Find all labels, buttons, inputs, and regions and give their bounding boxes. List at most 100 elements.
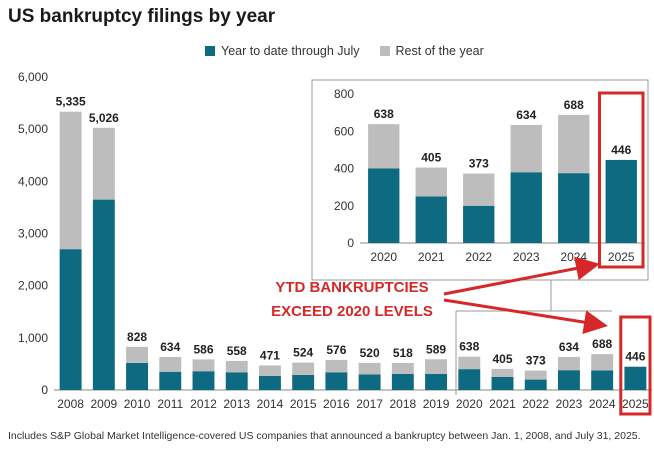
main-data-label-2008: 5,335 bbox=[56, 95, 86, 109]
main-bar-ytd-2012 bbox=[192, 371, 215, 390]
main-bar-rest-2022 bbox=[524, 370, 547, 380]
main-bar-ytd-2025 bbox=[624, 366, 647, 390]
inset-y-tick-label: 600 bbox=[334, 124, 354, 138]
inset-bar-ytd-2023 bbox=[510, 172, 542, 243]
main-data-label-2025: 446 bbox=[625, 350, 645, 364]
main-bar-ytd-2023 bbox=[557, 370, 580, 390]
main-x-tick-label-2022: 2022 bbox=[522, 397, 549, 411]
main-data-label-2021: 405 bbox=[492, 352, 512, 366]
inset-bar-rest-2023 bbox=[510, 124, 542, 173]
main-x-tick-label-2019: 2019 bbox=[423, 397, 450, 411]
main-x-tick-label-2024: 2024 bbox=[589, 397, 616, 411]
main-bar-rest-2024 bbox=[591, 354, 614, 371]
main-data-label-2020: 638 bbox=[459, 340, 479, 354]
main-bar-rest-2020 bbox=[458, 356, 481, 370]
main-x-tick-label-2017: 2017 bbox=[356, 397, 383, 411]
main-x-tick-label-2021: 2021 bbox=[489, 397, 516, 411]
inset-bar-ytd-2021 bbox=[415, 196, 447, 243]
main-bar-ytd-2022 bbox=[524, 379, 547, 390]
main-highlight-box-2025 bbox=[619, 315, 652, 416]
main-bar-ytd-2013 bbox=[225, 372, 248, 390]
main-y-tick-label: 3,000 bbox=[18, 227, 48, 241]
arrow-to-inset bbox=[443, 256, 600, 296]
legend-label-rest: Rest of the year bbox=[395, 44, 484, 58]
inset-bar-ytd-2020 bbox=[368, 168, 400, 243]
main-bar-rest-2011 bbox=[159, 356, 182, 372]
main-bar-rest-2016 bbox=[325, 359, 348, 373]
main-bar-ytd-2015 bbox=[292, 374, 315, 390]
inset-x-tick-label-2021: 2021 bbox=[418, 250, 445, 264]
inset-x-tick-label-2020: 2020 bbox=[370, 250, 397, 264]
inset-bar-ytd-2025 bbox=[605, 159, 637, 243]
main-x-tick-label-2020: 2020 bbox=[456, 397, 483, 411]
main-data-label-2012: 586 bbox=[193, 342, 213, 356]
main-bar-ytd-2018 bbox=[391, 373, 414, 390]
main-bar-ytd-2011 bbox=[159, 371, 182, 390]
inset-x-tick-label-2025: 2025 bbox=[608, 250, 635, 264]
main-data-label-2015: 524 bbox=[293, 346, 313, 360]
inset-bar-rest-2021 bbox=[415, 167, 447, 197]
legend-swatch-rest bbox=[379, 46, 390, 56]
main-y-tick-label: 5,000 bbox=[18, 122, 48, 136]
main-data-label-2017: 520 bbox=[360, 346, 380, 360]
main-x-tick-label-2016: 2016 bbox=[323, 397, 350, 411]
inset-data-label-2024: 688 bbox=[564, 98, 584, 112]
inset-y-tick-label: 0 bbox=[347, 236, 354, 250]
inset-data-label-2020: 638 bbox=[374, 107, 394, 121]
inset-x-tick-label-2024: 2024 bbox=[560, 250, 587, 264]
main-x-tick-label-2018: 2018 bbox=[389, 397, 416, 411]
main-bar-ytd-2014 bbox=[258, 375, 281, 390]
main-x-tick-label-2025: 2025 bbox=[622, 397, 649, 411]
main-bar-ytd-2010 bbox=[126, 362, 149, 390]
annotation-line-1: YTD BANKRUPTCIES bbox=[275, 279, 428, 296]
main-x-tick-label-2013: 2013 bbox=[223, 397, 250, 411]
inset-highlight-box-2025 bbox=[598, 91, 645, 269]
main-bar-ytd-2008 bbox=[59, 249, 82, 390]
main-bar-rest-2010 bbox=[126, 346, 149, 363]
main-bar-rest-2021 bbox=[491, 368, 514, 377]
inset-bar-ytd-2022 bbox=[463, 205, 495, 243]
inset-data-label-2023: 634 bbox=[516, 108, 536, 122]
main-bar-ytd-2009 bbox=[92, 199, 115, 390]
main-x-tick-label-2008: 2008 bbox=[57, 397, 84, 411]
inset-y-tick-label: 200 bbox=[334, 199, 354, 213]
main-y-tick-label: 4,000 bbox=[18, 174, 48, 188]
main-data-label-2014: 471 bbox=[260, 348, 280, 362]
main-data-label-2023: 634 bbox=[559, 340, 579, 354]
main-data-label-2024: 688 bbox=[592, 337, 612, 351]
main-bar-rest-2009 bbox=[92, 127, 115, 200]
main-bar-ytd-2016 bbox=[325, 372, 348, 390]
main-bar-rest-2013 bbox=[225, 360, 248, 373]
inset-y-tick-label: 400 bbox=[334, 162, 354, 176]
inset-data-label-2022: 373 bbox=[469, 157, 489, 171]
main-bar-rest-2018 bbox=[391, 362, 414, 374]
main-y-tick-label: 2,000 bbox=[18, 279, 48, 293]
inset-bar-rest-2022 bbox=[463, 173, 495, 206]
main-data-label-2013: 558 bbox=[227, 344, 247, 358]
main-data-label-2010: 828 bbox=[127, 330, 147, 344]
legend-item-rest: Rest of the year bbox=[379, 44, 484, 58]
chart-title: US bankruptcy filings by year bbox=[8, 6, 276, 27]
main-data-label-2022: 373 bbox=[526, 354, 546, 368]
inset-data-label-2025: 446 bbox=[611, 143, 631, 157]
main-x-tick-label-2009: 2009 bbox=[90, 397, 117, 411]
legend: Year to date through July Rest of the ye… bbox=[205, 44, 484, 58]
main-y-tick-label: 0 bbox=[41, 383, 48, 397]
inset-bar-rest-2024 bbox=[558, 114, 590, 174]
main-x-tick-label-2014: 2014 bbox=[257, 397, 284, 411]
annotation-line-2: EXCEED 2020 LEVELS bbox=[271, 303, 433, 320]
main-bar-ytd-2021 bbox=[491, 376, 514, 390]
main-y-tick-label: 1,000 bbox=[18, 331, 48, 345]
main-x-tick-label-2023: 2023 bbox=[556, 397, 583, 411]
main-data-label-2009: 5,026 bbox=[89, 111, 119, 125]
main-data-label-2018: 518 bbox=[393, 346, 413, 360]
main-x-tick-label-2010: 2010 bbox=[124, 397, 151, 411]
inset-bar-ytd-2024 bbox=[558, 173, 590, 243]
legend-label-ytd: Year to date through July bbox=[221, 44, 360, 58]
main-bar-rest-2014 bbox=[258, 365, 281, 376]
main-x-tick-label-2011: 2011 bbox=[157, 397, 183, 411]
main-bar-rest-2023 bbox=[557, 356, 580, 371]
main-bar-rest-2017 bbox=[358, 362, 381, 375]
inset-x-tick-label-2023: 2023 bbox=[513, 250, 540, 264]
main-data-label-2011: 634 bbox=[160, 340, 180, 354]
